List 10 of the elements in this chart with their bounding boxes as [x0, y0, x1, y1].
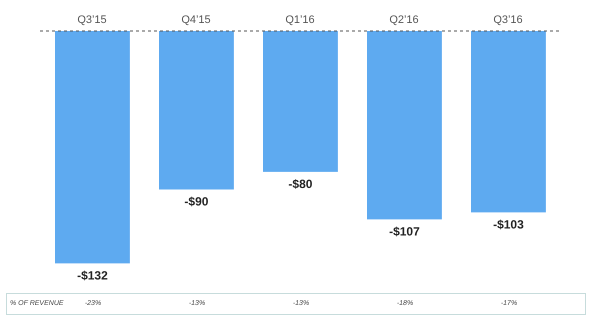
data-label: -$107 — [389, 224, 420, 238]
data-label: -$132 — [77, 268, 108, 282]
x-tick-label: Q3’16 — [493, 14, 523, 26]
data-label: -$103 — [493, 217, 524, 232]
x-tick-label: Q2’16 — [389, 14, 419, 26]
data-label: -$90 — [184, 194, 209, 208]
x-tick-label: Q3’15 — [77, 14, 107, 26]
data-label: -$80 — [288, 176, 313, 191]
x-tick-label: Q1’16 — [285, 14, 315, 26]
x-tick-label: Q4’15 — [181, 14, 211, 26]
